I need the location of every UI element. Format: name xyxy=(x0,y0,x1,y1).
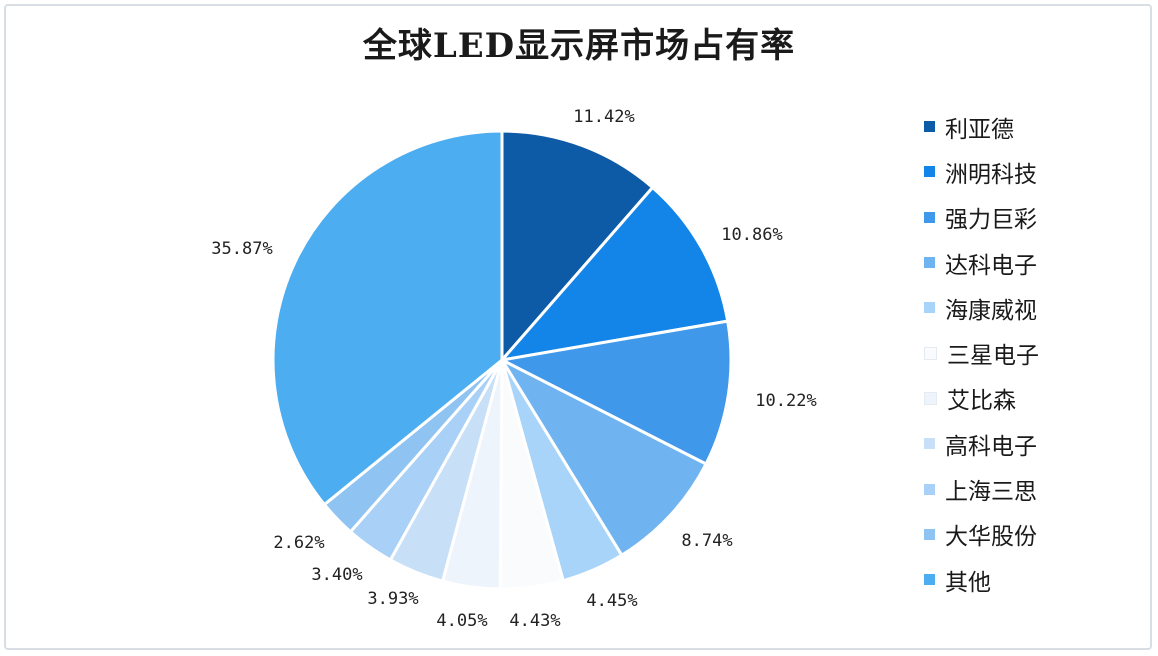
legend-item: 洲明科技 xyxy=(924,149,1144,194)
pie-slice-11 xyxy=(271,129,504,507)
legend-item: 达科电子 xyxy=(924,240,1144,285)
data-label: 10.22% xyxy=(755,391,816,411)
data-label: 4.45% xyxy=(586,591,637,611)
legend-swatch xyxy=(924,391,937,405)
legend-label: 海康威视 xyxy=(945,297,1037,324)
legend-swatch xyxy=(924,121,935,133)
legend-swatch xyxy=(924,211,935,223)
legend-label: 高科电子 xyxy=(945,433,1037,460)
pie-slice-3 xyxy=(497,319,733,467)
data-label: 10.86% xyxy=(721,225,782,245)
legend-item: 利亚德 xyxy=(924,104,1144,149)
legend-item: 三星电子 xyxy=(924,330,1144,375)
legend-item: 高科电子 xyxy=(924,421,1144,466)
data-label: 11.42% xyxy=(573,107,634,127)
legend-item: 海康威视 xyxy=(924,285,1144,330)
pie-slice-2 xyxy=(498,185,730,363)
legend-label: 洲明科技 xyxy=(945,161,1037,188)
legend-swatch xyxy=(924,346,937,360)
legend-label: 达科电子 xyxy=(945,252,1037,279)
legend-swatch xyxy=(924,302,935,314)
pie-slice-4 xyxy=(497,356,709,558)
legend-label: 上海三思 xyxy=(945,479,1037,506)
data-label: 8.74% xyxy=(681,531,732,551)
data-label: 35.87% xyxy=(211,239,272,259)
legend-label: 艾比森 xyxy=(947,388,1016,415)
chart-title: 全球LED显示屏市场占有率 xyxy=(362,26,796,66)
legend-item: 其他 xyxy=(924,557,1144,602)
legend-swatch xyxy=(924,438,935,450)
legend-label: 利亚德 xyxy=(945,116,1014,143)
data-label: 3.93% xyxy=(367,589,418,609)
data-label: 4.05% xyxy=(436,611,487,631)
data-label: 4.43% xyxy=(509,611,560,631)
pie-slice-1 xyxy=(500,129,655,364)
data-label: 3.40% xyxy=(311,565,362,585)
legend-swatch xyxy=(924,166,935,178)
legend-label: 三星电子 xyxy=(947,343,1039,370)
legend-item: 艾比森 xyxy=(924,376,1144,421)
legend-item: 大华股份 xyxy=(924,512,1144,557)
data-label: 2.62% xyxy=(273,533,324,553)
legend-swatch xyxy=(924,483,935,495)
legend-item: 上海三思 xyxy=(924,466,1144,511)
legend-swatch xyxy=(924,574,935,586)
legend-swatch xyxy=(924,528,935,540)
chart-legend: 利亚德洲明科技强力巨彩达科电子海康威视三星电子艾比森高科电子上海三思大华股份其他 xyxy=(924,104,1144,602)
legend-swatch xyxy=(924,257,935,269)
legend-label: 大华股份 xyxy=(945,524,1037,551)
legend-label: 强力巨彩 xyxy=(945,207,1037,234)
legend-label: 其他 xyxy=(945,569,991,596)
legend-item: 强力巨彩 xyxy=(924,195,1144,240)
